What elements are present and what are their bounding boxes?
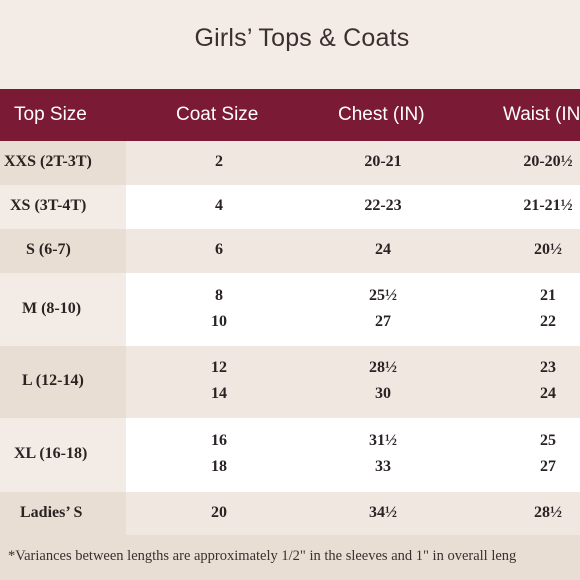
waist-size-cell: 22 xyxy=(540,312,556,330)
chest-size-cell: 30 xyxy=(375,385,391,402)
chest-size-cell: 34½ xyxy=(369,503,397,521)
chest-size-cell: 20-21 xyxy=(364,153,402,170)
row-label-cell xyxy=(0,185,126,229)
row-label-cell xyxy=(0,492,126,535)
header-coat-size: Coat Size xyxy=(176,104,259,125)
table-row: XS (3T-4T) 4 22-23 21-21½ xyxy=(0,185,580,229)
coat-size-cell: 8 xyxy=(215,286,223,304)
coat-size-cell: 16 xyxy=(211,432,227,449)
top-size-cell: XS (3T-4T) xyxy=(10,197,87,214)
waist-size-cell: 20½ xyxy=(534,241,562,258)
header-chest: Chest (IN) xyxy=(338,104,425,125)
top-size-cell: L (12-14) xyxy=(22,372,84,389)
table-row: Ladies’ S 20 34½ 28½ xyxy=(0,492,580,535)
footnote: *Variances between lengths are approxima… xyxy=(8,548,517,564)
coat-size-cell: 18 xyxy=(211,458,227,475)
row-label-cell xyxy=(0,229,126,273)
table-row: L (12-14) 12 14 28½ 30 23 24 xyxy=(0,346,580,418)
top-size-cell: Ladies’ S xyxy=(20,503,83,521)
chest-size-cell: 22-23 xyxy=(364,197,402,214)
waist-size-cell: 28½ xyxy=(534,503,562,521)
coat-size-cell: 12 xyxy=(211,359,227,376)
chart-title: Girls’ Tops & Coats xyxy=(194,24,410,52)
table-row: M (8-10) 8 10 25½ 27 21 22 xyxy=(0,273,580,346)
table-header: Top Size Coat Size Chest (IN) Waist (IN xyxy=(0,89,580,141)
top-size-cell: M (8-10) xyxy=(22,299,82,317)
coat-size-cell: 2 xyxy=(215,153,223,170)
top-size-cell: XXS (2T-3T) xyxy=(4,153,92,170)
waist-size-cell: 27 xyxy=(540,458,556,475)
header-top-size: Top Size xyxy=(14,104,87,125)
chest-size-cell: 33 xyxy=(375,458,391,475)
chest-size-cell: 31½ xyxy=(369,432,397,449)
footer: *Variances between lengths are approxima… xyxy=(0,535,580,580)
chest-size-cell: 28½ xyxy=(369,359,397,376)
chest-size-cell: 24 xyxy=(375,241,391,258)
top-size-cell: S (6-7) xyxy=(26,241,71,258)
chest-size-cell: 27 xyxy=(375,312,391,330)
table-row: XXS (2T-3T) 2 20-21 20-20½ xyxy=(0,141,580,185)
row-label-cell xyxy=(0,418,126,492)
coat-size-cell: 4 xyxy=(215,197,223,214)
row-label-cell xyxy=(0,273,126,346)
chest-size-cell: 25½ xyxy=(369,286,397,304)
waist-size-cell: 25 xyxy=(540,432,556,449)
coat-size-cell: 10 xyxy=(211,312,227,330)
waist-size-cell: 23 xyxy=(540,359,556,376)
waist-size-cell: 21-21½ xyxy=(523,197,573,214)
row-label-cell xyxy=(0,141,126,185)
waist-size-cell: 24 xyxy=(540,385,556,402)
coat-size-cell: 14 xyxy=(211,385,227,402)
coat-size-cell: 20 xyxy=(211,503,227,521)
waist-size-cell: 21 xyxy=(540,286,556,304)
header-waist: Waist (IN xyxy=(503,104,580,125)
coat-size-cell: 6 xyxy=(215,241,223,258)
top-size-cell: XL (16-18) xyxy=(14,445,88,462)
table-row: S (6-7) 6 24 20½ xyxy=(0,229,580,273)
row-label-cell xyxy=(0,346,126,418)
table-row: XL (16-18) 16 18 31½ 33 25 27 xyxy=(0,418,580,492)
waist-size-cell: 20-20½ xyxy=(523,153,573,170)
